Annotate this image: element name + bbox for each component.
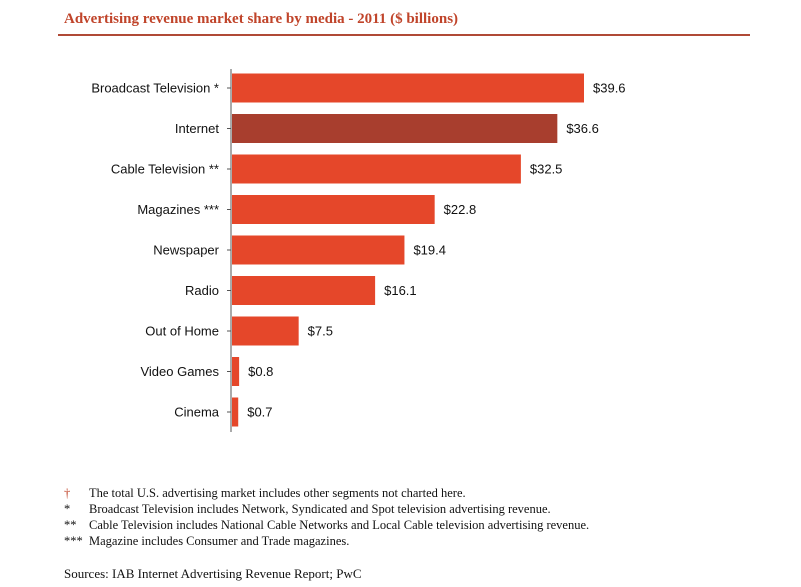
- bar: [232, 397, 239, 427]
- value-label: $16.1: [384, 283, 417, 298]
- bar: [232, 235, 405, 265]
- footnote-broadcast: * Broadcast Television includes Network,…: [64, 501, 589, 517]
- bar: [232, 114, 558, 143]
- category-label: Magazines ***: [137, 202, 219, 217]
- footnote-text: Broadcast Television includes Network, S…: [89, 502, 551, 516]
- value-label: $7.5: [308, 324, 333, 339]
- bar: [232, 357, 240, 386]
- value-label: $0.7: [247, 405, 272, 420]
- footnotes: † The total U.S. advertising market incl…: [64, 485, 589, 549]
- value-label: $39.6: [593, 81, 626, 96]
- bar: [232, 276, 376, 305]
- footnote-text: The total U.S. advertising market includ…: [89, 486, 466, 500]
- value-label: $22.8: [444, 202, 477, 217]
- category-label: Out of Home: [145, 324, 219, 339]
- footnote-cable: ** Cable Television includes National Ca…: [64, 517, 589, 533]
- category-label: Cable Television **: [111, 162, 219, 177]
- value-label: $32.5: [530, 162, 563, 177]
- footnote-mark: **: [64, 518, 77, 532]
- category-label: Cinema: [174, 405, 220, 420]
- category-label: Radio: [185, 283, 219, 298]
- footnote-magazine: *** Magazine includes Consumer and Trade…: [64, 533, 589, 549]
- footnote-mark: *: [64, 502, 71, 516]
- bar: [232, 195, 435, 224]
- sources-line: Sources: IAB Internet Advertising Revenu…: [64, 566, 362, 581]
- footnote-text: Cable Television includes National Cable…: [89, 518, 590, 532]
- value-label: $19.4: [413, 243, 446, 258]
- category-label: Video Games: [140, 364, 219, 379]
- category-label: Newspaper: [153, 243, 219, 258]
- bar: [232, 73, 584, 103]
- footnote-mark: †: [64, 486, 71, 500]
- footnote-text: Magazine includes Consumer and Trade mag…: [89, 534, 350, 548]
- value-label: $36.6: [566, 121, 599, 136]
- value-label: $0.8: [248, 364, 273, 379]
- footnote-total-market: † The total U.S. advertising market incl…: [64, 485, 589, 501]
- bar: [232, 154, 521, 184]
- category-label: Internet: [175, 121, 219, 136]
- bar: [232, 316, 299, 346]
- title-divider: [58, 34, 750, 36]
- bar-chart: Broadcast Television * $39.6 Internet $36.6…: [91, 69, 626, 432]
- category-label: Broadcast Television *: [91, 81, 219, 96]
- chart-title: Advertising revenue market share by medi…: [64, 11, 459, 27]
- footnote-mark: ***: [64, 534, 83, 548]
